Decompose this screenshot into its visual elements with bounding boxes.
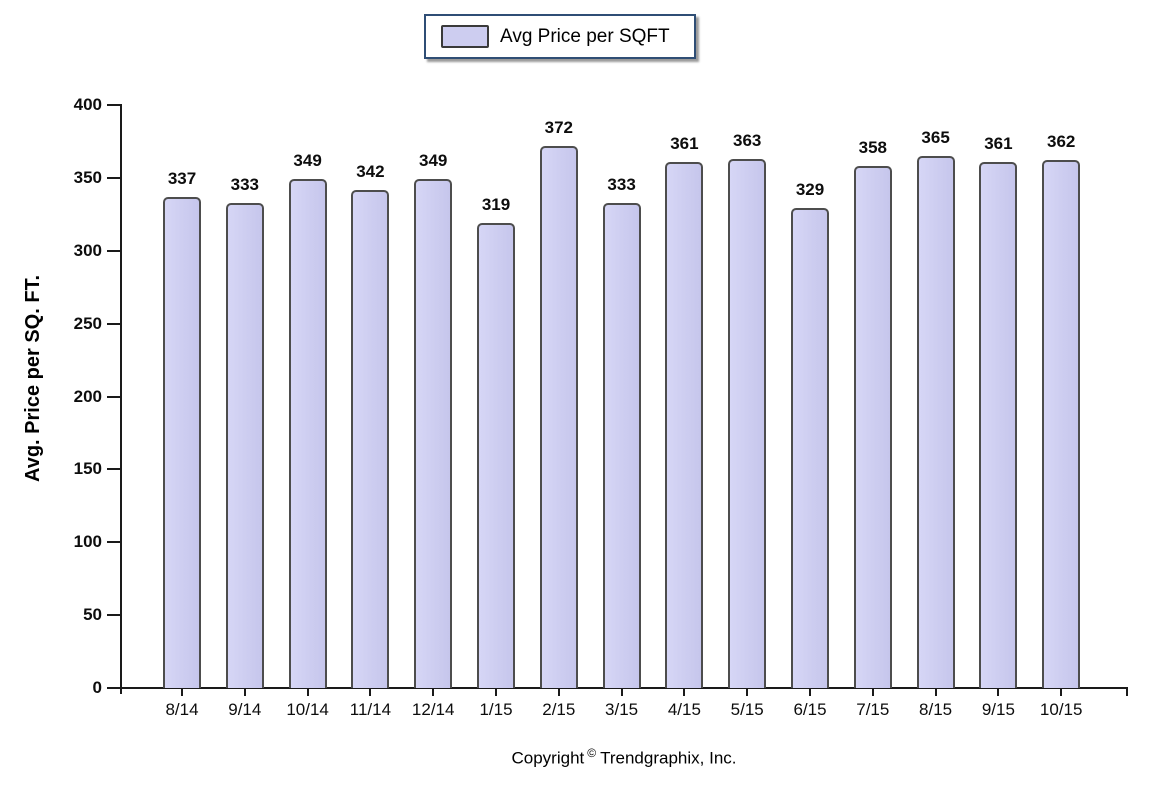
bar bbox=[288, 179, 327, 688]
x-axis-tick bbox=[181, 689, 183, 696]
x-axis-tick-label: 4/15 bbox=[667, 700, 701, 719]
x-axis-tick-label: 9/15 bbox=[981, 700, 1015, 719]
bar bbox=[979, 161, 1018, 688]
bar bbox=[916, 156, 955, 688]
x-axis-tick-label: 12/14 bbox=[411, 700, 455, 719]
y-axis-tick bbox=[107, 687, 120, 689]
bar-value-label: 362 bbox=[1047, 132, 1076, 152]
y-axis-tick-label: 150 bbox=[73, 459, 102, 479]
bar bbox=[539, 145, 578, 688]
y-axis-tick bbox=[107, 468, 120, 471]
legend-swatch-icon bbox=[441, 25, 489, 48]
x-axis-tick-label: 5/15 bbox=[730, 700, 764, 719]
x-axis-tick-label: 8/14 bbox=[165, 700, 199, 719]
bar bbox=[351, 189, 390, 688]
x-axis-tick bbox=[934, 689, 937, 696]
y-axis-tick-label: 300 bbox=[73, 240, 102, 260]
y-axis-tick bbox=[107, 249, 120, 252]
x-axis-tick-label: 9/14 bbox=[228, 700, 262, 719]
y-axis-tick-label: 400 bbox=[73, 95, 102, 114]
bar-value-label: 358 bbox=[858, 138, 887, 158]
bar-value-label: 361 bbox=[984, 133, 1013, 153]
bar-value-label: 361 bbox=[670, 133, 699, 153]
x-axis-tick bbox=[871, 689, 874, 696]
bar bbox=[225, 202, 264, 688]
y-axis-tick bbox=[107, 541, 120, 544]
x-axis-line bbox=[120, 687, 1128, 689]
x-axis-tick-label: 11/14 bbox=[349, 700, 392, 719]
copyright-owner: Trendgraphix, Inc. bbox=[600, 748, 737, 768]
x-axis-tick bbox=[243, 689, 246, 696]
bar bbox=[414, 179, 453, 688]
bar-value-label: 363 bbox=[733, 130, 762, 150]
copyright-prefix: Copyright bbox=[511, 748, 585, 768]
bar-value-label: 349 bbox=[293, 151, 322, 171]
bar bbox=[1042, 160, 1081, 688]
bar-value-label: 342 bbox=[356, 161, 385, 181]
y-axis-tick-label: 0 bbox=[92, 678, 102, 697]
bar bbox=[853, 166, 892, 688]
x-axis-tick bbox=[1060, 689, 1063, 696]
x-axis-tick-label: 10/14 bbox=[286, 700, 329, 719]
legend-label: Avg Price per SQFT bbox=[500, 25, 670, 47]
bar-value-label: 372 bbox=[544, 117, 573, 137]
bar-value-label: 333 bbox=[230, 174, 259, 194]
y-axis-tick-label: 350 bbox=[73, 167, 102, 187]
y-axis-tick-label: 250 bbox=[73, 313, 102, 333]
y-axis-tick bbox=[107, 176, 120, 179]
bar-value-label: 337 bbox=[167, 168, 197, 188]
x-axis-tick bbox=[369, 689, 372, 696]
x-axis-tick bbox=[620, 689, 623, 696]
x-axis-tick-label: 2/15 bbox=[542, 700, 576, 719]
x-axis-tick bbox=[746, 689, 749, 696]
x-axis-tick-label: 8/15 bbox=[919, 700, 953, 719]
x-axis-tick bbox=[997, 689, 1000, 696]
legend: Avg Price per SQFT bbox=[424, 14, 696, 59]
copyright-symbol-icon: © bbox=[587, 746, 597, 760]
bar-value-label: 349 bbox=[419, 151, 448, 171]
y-axis-tick bbox=[107, 322, 120, 325]
x-axis-tick bbox=[809, 689, 811, 696]
y-axis-tick bbox=[107, 614, 120, 617]
bar bbox=[602, 202, 641, 688]
bar bbox=[477, 223, 515, 688]
copyright-text: Copyright © Trendgraphix, Inc. bbox=[120, 746, 1128, 769]
x-axis-tick-label: 7/15 bbox=[856, 700, 890, 719]
bar bbox=[163, 196, 201, 688]
bar-value-label: 329 bbox=[795, 180, 825, 200]
x-axis-end-tick bbox=[1126, 687, 1128, 696]
y-axis-tick-label: 200 bbox=[73, 386, 102, 406]
x-axis-tick-label: 3/15 bbox=[605, 700, 639, 719]
bar-value-label: 319 bbox=[481, 195, 511, 215]
bar bbox=[665, 161, 704, 688]
y-axis-tick-label: 50 bbox=[83, 605, 102, 625]
x-axis-tick bbox=[495, 689, 497, 696]
x-axis-tick bbox=[683, 689, 686, 696]
x-axis-tick-label: 10/15 bbox=[1039, 700, 1083, 719]
y-axis-tick bbox=[107, 104, 120, 106]
x-axis-tick bbox=[432, 689, 435, 696]
bar-value-label: 365 bbox=[921, 128, 950, 147]
y-axis-line bbox=[120, 104, 122, 694]
bar-value-label: 333 bbox=[607, 174, 636, 194]
bar bbox=[728, 158, 767, 688]
x-axis-tick bbox=[557, 689, 560, 696]
y-axis-tick bbox=[107, 395, 120, 398]
x-axis-tick bbox=[306, 689, 309, 696]
bar bbox=[791, 208, 829, 688]
x-axis-tick-label: 6/15 bbox=[793, 700, 827, 719]
y-axis-tick-label: 100 bbox=[73, 532, 102, 552]
y-axis-title: Avg. Price per SQ. FT. bbox=[22, 274, 44, 482]
x-axis-tick-label: 1/15 bbox=[479, 700, 513, 719]
